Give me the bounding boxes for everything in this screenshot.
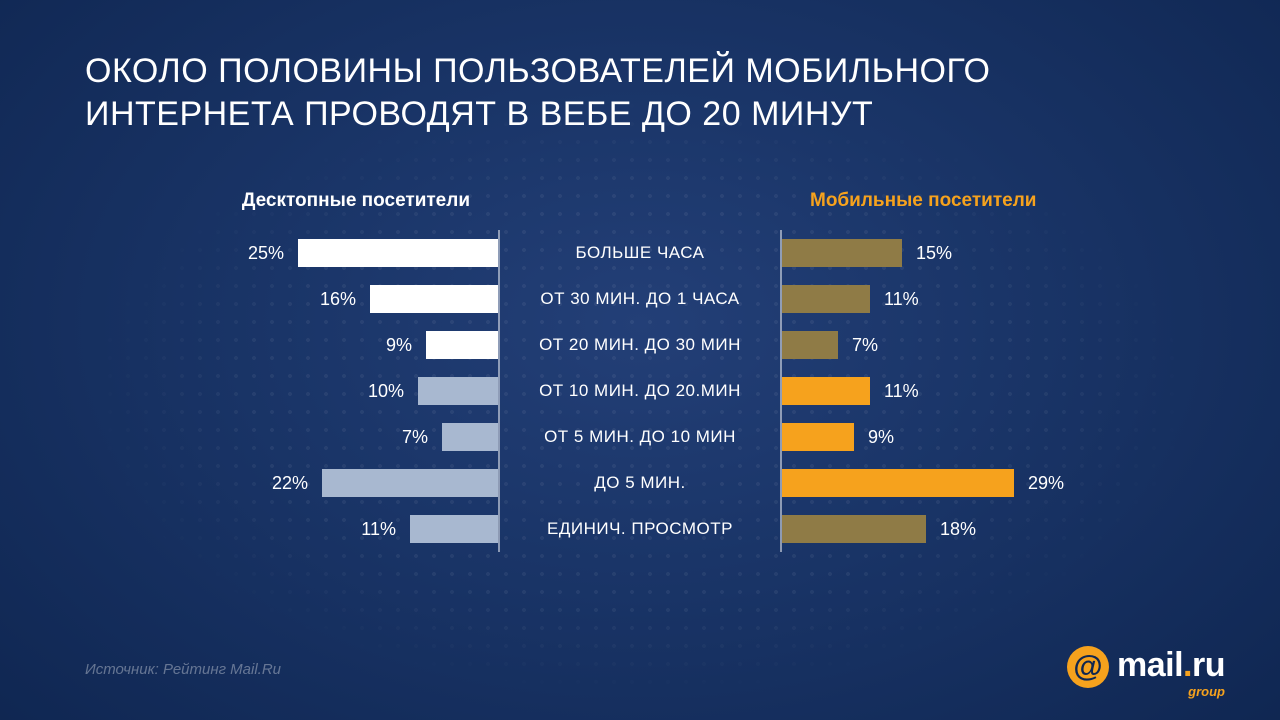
right-bar — [782, 285, 870, 313]
slide-title: ОКОЛО ПОЛОВИНЫ ПОЛЬЗОВАТЕЛЕЙ МОБИЛЬНОГО … — [85, 50, 1160, 135]
right-bar — [782, 331, 838, 359]
bar-row-right: 11% — [780, 276, 1280, 322]
category-labels: БОЛЬШЕ ЧАСАОТ 30 МИН. ДО 1 ЧАСАОТ 20 МИН… — [500, 230, 780, 560]
left-value: 11% — [361, 519, 396, 540]
left-value: 22% — [272, 473, 308, 494]
right-value: 18% — [940, 519, 976, 540]
right-value: 29% — [1028, 473, 1064, 494]
source-caption: Источник: Рейтинг Mail.Ru — [85, 661, 281, 678]
left-bar — [370, 285, 498, 313]
category-label: ОТ 10 МИН. ДО 20.МИН — [500, 368, 780, 414]
slide: ОКОЛО ПОЛОВИНЫ ПОЛЬЗОВАТЕЛЕЙ МОБИЛЬНОГО … — [0, 0, 1280, 720]
logo-brand: mail — [1117, 646, 1183, 684]
left-value: 9% — [386, 335, 412, 356]
mid-header-spacer — [500, 180, 780, 222]
category-label: БОЛЬШЕ ЧАСА — [500, 230, 780, 276]
bar-row-left: 25% — [0, 230, 500, 276]
category-label: ЕДИНИЧ. ПРОСМОТР — [500, 506, 780, 552]
left-value: 25% — [248, 243, 284, 264]
bar-row-left: 16% — [0, 276, 500, 322]
left-bar — [410, 515, 498, 543]
right-header: Мобильные посетители — [780, 180, 1280, 222]
right-value: 7% — [852, 335, 878, 356]
right-value: 15% — [916, 243, 952, 264]
logo-dot: . — [1183, 646, 1192, 684]
right-bar — [782, 469, 1014, 497]
left-bar — [418, 377, 498, 405]
bar-row-left: 10% — [0, 368, 500, 414]
category-label: ОТ 5 МИН. ДО 10 МИН — [500, 414, 780, 460]
left-bar — [426, 331, 498, 359]
right-bar — [782, 423, 854, 451]
butterfly-chart: Десктопные посетители Мобильные посетите… — [0, 180, 1280, 560]
bar-row-right: 9% — [780, 414, 1280, 460]
bar-row-right: 15% — [780, 230, 1280, 276]
left-value: 7% — [402, 427, 428, 448]
category-label: ОТ 30 МИН. ДО 1 ЧАСА — [500, 276, 780, 322]
left-bars: 25% 16% 9% 10% 7% 22% 11% — [0, 230, 500, 560]
right-bar — [782, 239, 902, 267]
logo-tld: ru — [1192, 646, 1225, 684]
right-value: 9% — [868, 427, 894, 448]
left-bar — [442, 423, 498, 451]
bar-row-left: 9% — [0, 322, 500, 368]
right-bar — [782, 515, 926, 543]
bar-row-right: 18% — [780, 506, 1280, 552]
bar-row-right: 29% — [780, 460, 1280, 506]
right-value: 11% — [884, 289, 919, 310]
category-label: ДО 5 МИН. — [500, 460, 780, 506]
right-bars: 15% 11% 7% 11% 9% 29% 18% — [780, 230, 1280, 560]
bar-row-left: 11% — [0, 506, 500, 552]
mailru-logo: @ mail.ru group — [1067, 646, 1225, 688]
right-bar — [782, 377, 870, 405]
left-header: Десктопные посетители — [0, 180, 500, 222]
bar-row-right: 7% — [780, 322, 1280, 368]
left-value: 10% — [368, 381, 404, 402]
left-value: 16% — [320, 289, 356, 310]
bar-row-left: 22% — [0, 460, 500, 506]
at-icon: @ — [1067, 646, 1109, 688]
bar-row-left: 7% — [0, 414, 500, 460]
left-bar — [322, 469, 498, 497]
bar-row-right: 11% — [780, 368, 1280, 414]
left-bar — [298, 239, 498, 267]
logo-sub: group — [1188, 684, 1225, 699]
right-value: 11% — [884, 381, 919, 402]
logo-text: mail.ru — [1117, 646, 1225, 684]
category-label: ОТ 20 МИН. ДО 30 МИН — [500, 322, 780, 368]
